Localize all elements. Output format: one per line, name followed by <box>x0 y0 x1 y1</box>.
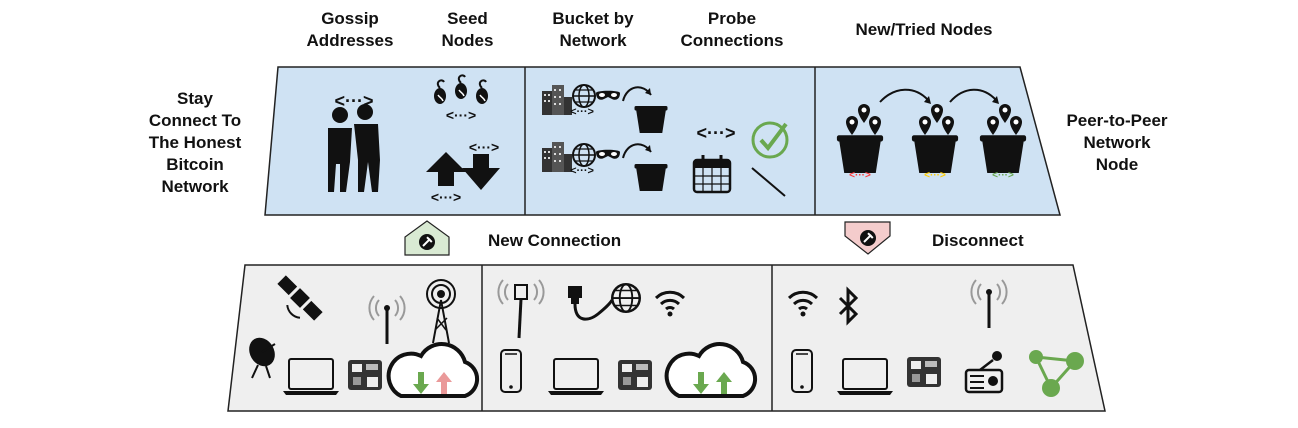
cloud-icon <box>664 342 758 398</box>
board-icon <box>907 357 941 387</box>
mesh-icon <box>1029 350 1084 397</box>
tower-icon <box>426 279 456 344</box>
board-icon <box>618 360 652 390</box>
cell-antenna-icon <box>497 279 545 339</box>
new-tried-nodes-label: New/Tried Nodes <box>855 20 993 39</box>
ethernet-icon <box>568 286 614 321</box>
disconnect-arrow <box>844 221 891 255</box>
check-icon <box>751 121 789 197</box>
stay-connected-label: Stay Connect To The Honest Bitcoin Netwo… <box>148 89 242 196</box>
seed-bracket-icon: <···> <box>445 107 477 123</box>
down-arrow-icon <box>462 154 500 190</box>
p2p-node-label: Peer-to-Peer Network Node <box>1066 111 1168 174</box>
people-talking-icon <box>328 104 380 192</box>
board-icon <box>348 360 382 390</box>
red-tag-icon: <···> <box>849 170 871 181</box>
probe-connections-label: Probe Connections <box>680 9 784 50</box>
bucket-by-network-label: Bucket by Network <box>552 9 634 50</box>
seed-nodes-label: Seed Nodes <box>441 9 494 50</box>
disconnect-label: Disconnect <box>932 231 1024 250</box>
green-tag-icon: <···> <box>992 170 1014 181</box>
up-bracket-icon: <···> <box>430 189 462 205</box>
bluetooth-icon <box>838 286 859 326</box>
radio-icon <box>964 351 1004 394</box>
move-arrow-icon <box>879 88 999 104</box>
bucket-bracket-icon: <···> <box>570 165 594 177</box>
bucket-bracket-icon: <···> <box>570 106 594 118</box>
down-bracket-icon: <···> <box>468 139 500 155</box>
new-connection-label: New Connection <box>488 231 622 250</box>
satellite-icon <box>277 275 323 321</box>
cloud-icon <box>386 342 480 398</box>
probe-bracket-icon: <···> <box>696 123 736 143</box>
new-connection-arrow <box>404 220 450 256</box>
satellite-dish-icon <box>249 337 276 379</box>
calendar-icon <box>692 155 732 194</box>
gossip-addresses-label: Gossip Addresses <box>306 9 394 50</box>
bucket-icon <box>634 164 668 191</box>
gossip-bracket-icon: <···> <box>334 91 374 111</box>
up-arrow-icon <box>426 152 466 186</box>
bucket-icon <box>634 106 668 133</box>
yellow-tag-icon: <···> <box>924 170 946 181</box>
top-panel <box>264 66 1061 216</box>
